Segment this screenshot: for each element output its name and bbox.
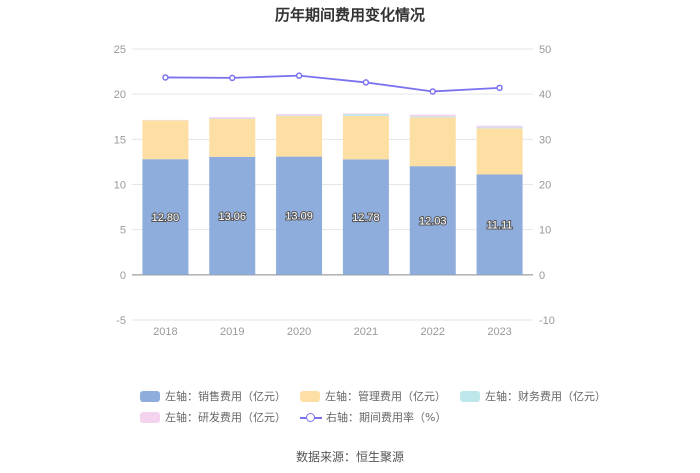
bar-data-label: 12.03 [419, 215, 447, 227]
legend-label-rnd: 左轴：研发费用（亿元） [165, 411, 286, 424]
bar-segment-3 [476, 125, 523, 128]
bar-segment-1 [476, 128, 523, 175]
bar-segment-1 [142, 120, 189, 160]
right-axis-tick-label: 20 [539, 180, 551, 192]
x-axis-tick-label: 2023 [487, 326, 511, 338]
left-axis-tick-label: 20 [114, 89, 126, 101]
right-axis-tick-label: 0 [539, 270, 545, 282]
legend-label-admin: 左轴：管理费用（亿元） [325, 390, 446, 403]
legend-item-admin[interactable]: 左轴：管理费用（亿元） [300, 388, 446, 404]
legend-item-finance[interactable]: 左轴：财务费用（亿元） [460, 388, 606, 404]
legend-swatch-rnd [140, 411, 160, 423]
legend-label-finance: 左轴：财务费用（亿元） [485, 390, 606, 403]
bar-data-label: 13.06 [218, 211, 246, 223]
x-axis-tick-label: 2020 [287, 326, 311, 338]
legend-item-rnd[interactable]: 左轴：研发费用（亿元） [140, 409, 286, 425]
left-axis-tick-label: 5 [120, 225, 126, 237]
bar-segment-2 [409, 116, 456, 118]
right-axis-tick-label: 40 [539, 89, 551, 101]
left-axis-tick-label: 25 [114, 44, 126, 56]
left-axis-tick-label: 10 [114, 180, 126, 192]
bar-segment-3 [209, 117, 256, 119]
data-source: 数据来源：恒生聚源 [295, 450, 404, 464]
bar-segment-0 [476, 174, 523, 275]
x-axis-tick-label: 2022 [421, 326, 445, 338]
bar-data-label: 12.78 [352, 212, 380, 224]
rate-point [162, 74, 169, 81]
bar-segment-0 [142, 159, 189, 275]
bar-segment-3 [276, 114, 323, 116]
bar-segment-0 [276, 156, 323, 275]
right-axis-tick-label: 30 [539, 134, 551, 146]
right-axis-tick-label: -10 [539, 315, 555, 327]
right-axis-tick-label: 10 [539, 225, 551, 237]
legend-label-rate: 右轴：期间费用率（%） [326, 411, 447, 424]
rate-point [295, 72, 303, 79]
bar-data-label: 11.11 [487, 220, 513, 232]
legend-item-sales[interactable]: 左轴：销售费用（亿元） [140, 388, 286, 404]
legend-swatch-finance [460, 390, 480, 402]
bar-segment-3 [409, 114, 456, 117]
chart-area: 2520151050-550403020100-1012.80201813.06… [114, 44, 555, 338]
left-axis-tick-label: -5 [116, 315, 126, 327]
legend-swatch-sales [140, 390, 160, 402]
legend-swatch-admin [300, 390, 320, 402]
rate-point [362, 79, 370, 86]
rate-line [165, 74, 500, 93]
x-axis-tick-label: 2021 [354, 326, 378, 338]
rate-point [496, 84, 503, 92]
rate-point [429, 88, 436, 95]
right-axis-tick-label: 50 [539, 44, 551, 56]
x-axis-tick-label: 2018 [153, 326, 177, 338]
legend: 左轴：销售费用（亿元） 左轴：管理费用（亿元） 左轴：财务费用（亿元） 左轴：研… [140, 386, 606, 428]
rate-point [229, 74, 236, 82]
bar-data-label: 12.80 [152, 212, 180, 224]
bar-segment-0 [209, 156, 256, 275]
left-axis-tick-label: 15 [114, 134, 126, 146]
left-axis-tick-label: 0 [120, 270, 126, 282]
bar-data-label: 13.09 [285, 211, 313, 223]
bar-segment-1 [342, 116, 389, 160]
bar-segment-1 [409, 117, 456, 167]
bar-segment-1 [276, 115, 323, 157]
legend-item-rate[interactable]: 右轴：期间费用率（%） [300, 409, 446, 425]
bar-segment-3 [342, 113, 389, 115]
bar-segment-0 [342, 159, 389, 275]
x-axis-tick-label: 2019 [220, 326, 244, 338]
bar-segment-2 [342, 114, 389, 117]
bar-segment-2 [476, 127, 523, 129]
chart-title: 历年期间费用变化情况 [274, 6, 425, 24]
bar-segment-0 [409, 166, 456, 275]
legend-line-marker-icon [300, 412, 322, 423]
legend-label-sales: 左轴：销售费用（亿元） [165, 390, 286, 403]
bar-segment-1 [209, 118, 256, 157]
